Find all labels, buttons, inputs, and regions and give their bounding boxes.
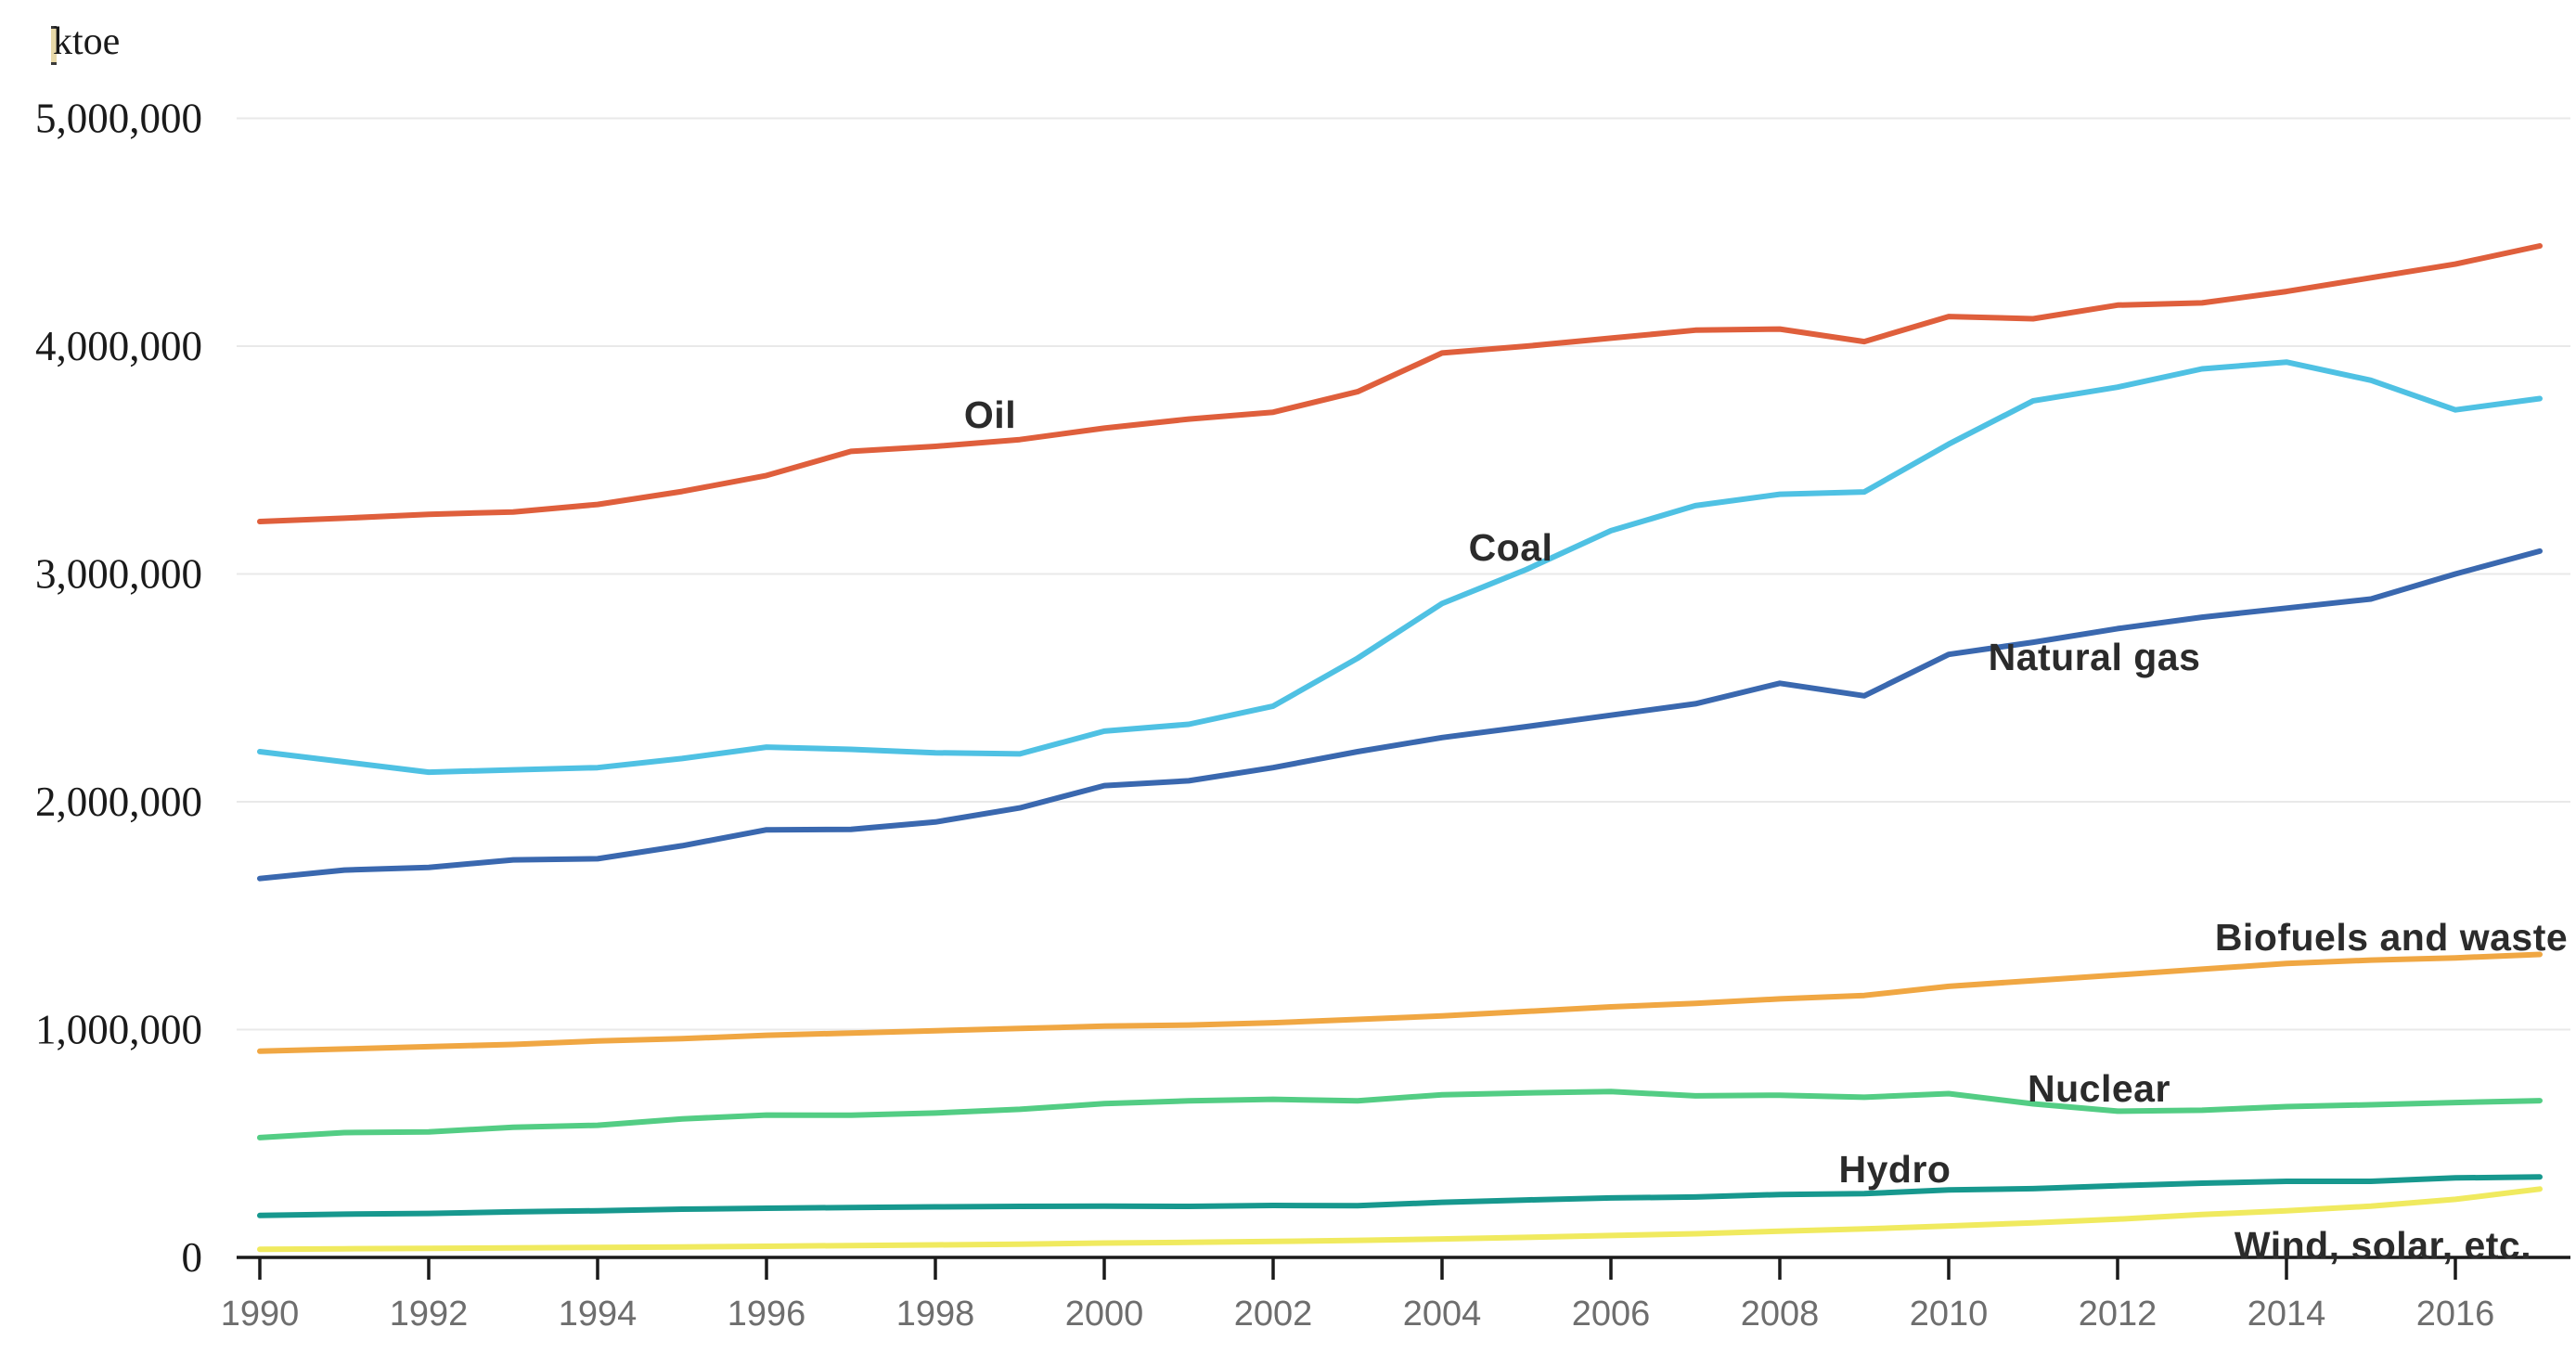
series-line-hydro xyxy=(257,1174,2543,1218)
y-tick-label-5,000,000: 5,000,000 xyxy=(35,96,202,142)
series-line-nuclear xyxy=(257,1089,2543,1140)
x-tick-label-2008: 2008 xyxy=(1741,1295,1820,1334)
x-tick-label-2002: 2002 xyxy=(1234,1295,1313,1334)
series-label-wind-solar-etc: Wind, solar, etc. xyxy=(2235,1224,2531,1267)
x-tick-label-2004: 2004 xyxy=(1403,1295,1482,1334)
series-label-biofuels-and-waste: Biofuels and waste xyxy=(2215,916,2568,959)
series-line-oil xyxy=(257,243,2543,524)
x-tick-label-1998: 1998 xyxy=(896,1295,975,1334)
y-tick-label-1,000,000: 1,000,000 xyxy=(35,1007,202,1053)
x-tick-label-1992: 1992 xyxy=(390,1295,469,1334)
y-axis-unit-label: ktoe xyxy=(53,20,120,63)
series-line-natural-gas xyxy=(257,548,2543,882)
x-tick-label-1990: 1990 xyxy=(221,1295,300,1334)
series-label-natural-gas: Natural gas xyxy=(1989,636,2201,678)
x-tick-label-1996: 1996 xyxy=(728,1295,806,1334)
y-tick-label-3,000,000: 3,000,000 xyxy=(35,551,202,598)
series-line-biofuels-and-waste xyxy=(257,951,2543,1054)
y-tick-label-4,000,000: 4,000,000 xyxy=(35,323,202,369)
series-line-coal xyxy=(257,359,2543,776)
series-label-nuclear: Nuclear xyxy=(2028,1067,2170,1110)
labels-group: 0 1,000,000 2,000,000 3,000,000 4,000,000 5,0… xyxy=(35,96,2568,1334)
y-tick-label-0: 0 xyxy=(182,1234,203,1281)
series-label-coal: Coal xyxy=(1469,526,1553,569)
series-lines-group xyxy=(257,243,2543,1253)
x-tick-label-2010: 2010 xyxy=(1910,1295,1989,1334)
x-tick-label-2014: 2014 xyxy=(2248,1295,2326,1334)
gridlines-group xyxy=(237,117,2570,1031)
axis-group xyxy=(237,1256,2570,1280)
x-tick-label-1994: 1994 xyxy=(559,1295,638,1334)
y-tick-label-2,000,000: 2,000,000 xyxy=(35,779,202,825)
cropped-icon-fragment xyxy=(51,26,57,65)
x-tick-label-2012: 2012 xyxy=(2079,1295,2157,1334)
series-label-oil: Oil xyxy=(964,393,1016,436)
series-label-hydro: Hydro xyxy=(1839,1148,1951,1191)
x-tick-label-2000: 2000 xyxy=(1065,1295,1144,1334)
series-line-wind-solar-etc xyxy=(257,1186,2543,1253)
x-tick-label-2006: 2006 xyxy=(1572,1295,1651,1334)
x-tick-label-2016: 2016 xyxy=(2416,1295,2495,1334)
